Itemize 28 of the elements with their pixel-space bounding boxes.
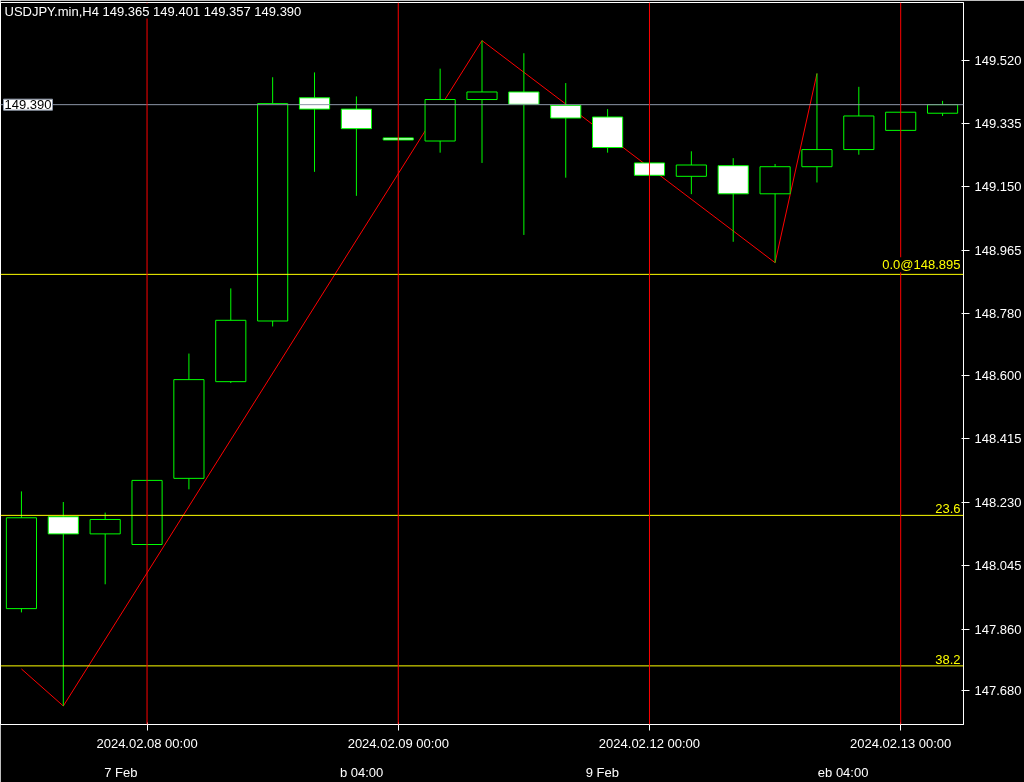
y-tick-label: 148.045: [974, 558, 1022, 574]
y-tick-label: 148.415: [974, 431, 1022, 447]
x-tick-label: 2024.02.08 00:00: [96, 735, 198, 751]
x-tick-label: 2024.02.13 00:00: [850, 735, 952, 751]
y-tick-label: 149.150: [974, 179, 1022, 195]
x-tick-label: 2024.02.09 00:00: [347, 735, 449, 751]
annotation: 38.2: [935, 651, 961, 667]
y-tick-label: 148.600: [974, 368, 1022, 383]
ref-line-label: 149.390: [4, 97, 52, 113]
annotation: 23.6: [935, 501, 961, 517]
text: 9 Feb: [585, 764, 619, 780]
candlestick: [466, 40, 498, 164]
y-tick-label: 148.230: [974, 494, 1022, 510]
chart-title: USDJPY.min,H4 149.365 149.401 149.357 149.390: [4, 3, 302, 19]
candlestick: [298, 71, 331, 173]
y-tick-label: 148.965: [974, 242, 1022, 258]
ref-line-label: 0.0@148.895: [882, 257, 961, 273]
y-tick-label: 149.335: [974, 116, 1022, 132]
candlestick: [47, 501, 79, 707]
x-tick-label: 2024.02.12 00:00: [598, 735, 701, 751]
text: 7 Feb: [104, 764, 138, 780]
y-tick-label: 148.780: [974, 306, 1022, 322]
text: eb 04:00: [817, 764, 869, 780]
candlestick: [508, 52, 540, 236]
text: b 04:00: [339, 764, 384, 780]
y-tick-label: 147.860: [974, 621, 1022, 637]
y-tick-label: 147.680: [974, 683, 1022, 699]
y-tick-label: 149.520: [974, 52, 1022, 68]
